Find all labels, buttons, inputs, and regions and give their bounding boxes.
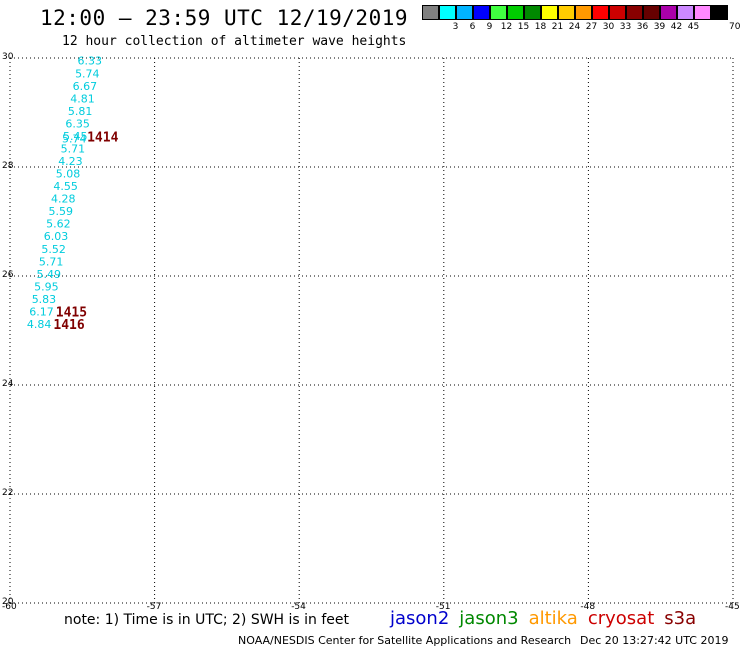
x-tick-label: -57: [146, 602, 162, 612]
swh-value-label: 5.74: [62, 133, 87, 146]
swh-value-label: 5.52: [41, 243, 66, 256]
track-id-label: 1414: [87, 130, 118, 145]
legend-swatch-label: 36: [636, 22, 649, 32]
legend-unit-label: 70 (ft): [729, 22, 740, 32]
satellite-name: jason2: [390, 608, 450, 629]
swh-value-label: 5.45: [63, 130, 88, 143]
x-tick-label: -45: [725, 602, 740, 612]
legend-swatch: [711, 5, 728, 20]
legend-swatch-label: 27: [585, 22, 598, 32]
swh-value-label: 4.84: [27, 318, 52, 331]
x-tick-label: -54: [291, 602, 306, 612]
y-tick-label: 30: [2, 52, 14, 62]
legend-swatch: [694, 5, 711, 20]
y-tick-label: 26: [2, 270, 14, 280]
swh-value-label: 6.03: [44, 230, 69, 243]
swh-value-label: 5.08: [56, 168, 81, 181]
swh-value-label: 5.81: [68, 105, 93, 118]
x-tick-label: -60: [2, 602, 17, 612]
swh-value-label: 4.23: [58, 155, 82, 168]
legend-swatch: [592, 5, 609, 20]
legend-swatch: [541, 5, 558, 20]
legend-swatch-label: 15: [517, 22, 530, 32]
map-svg: 6.335.746.674.815.816.355.455.745.714.23…: [9, 55, 734, 604]
legend-swatch-label: 33: [619, 22, 632, 32]
legend-swatch: [422, 5, 439, 20]
page-title: 12:00 — 23:59 UTC 12/19/2019: [40, 6, 409, 30]
swh-value-label: 4.55: [53, 180, 78, 193]
satellite-name: altika: [528, 608, 578, 629]
legend-swatch-label: 21: [551, 22, 564, 32]
footer-timestamp: Dec 20 13:27:42 UTC 2019: [580, 634, 729, 647]
legend-swatch-label: 18: [534, 22, 547, 32]
legend-swatch: [490, 5, 507, 20]
footer-credit: NOAA/NESDIS Center for Satellite Applica…: [238, 634, 572, 647]
track-id-label: 1416: [53, 318, 84, 333]
y-tick-label: 20: [2, 597, 14, 607]
legend-swatch-label: 9: [486, 22, 493, 32]
swh-value-label: 5.74: [75, 67, 100, 80]
y-tick-label: 28: [2, 161, 14, 171]
legend-swatch: [558, 5, 575, 20]
legend-swatch: [575, 5, 592, 20]
swh-value-label: 5.71: [39, 255, 64, 268]
legend-swatch-label: 42: [670, 22, 683, 32]
legend-swatch: [507, 5, 524, 20]
swh-value-label: 6.33: [77, 55, 102, 68]
legend-swatch-label: 39: [653, 22, 666, 32]
y-tick-label: 22: [2, 488, 14, 498]
legend-swatch: [439, 5, 456, 20]
legend-swatch: [643, 5, 660, 20]
legend-swatch-label: 3: [452, 22, 459, 32]
track-id-label: 1415: [56, 305, 87, 320]
legend-swatch: [473, 5, 490, 20]
swh-value-label: 5.71: [61, 142, 86, 155]
x-tick-label: -51: [435, 602, 451, 612]
satellite-legend: jason2 jason3 altika cryosat s3a: [390, 608, 706, 629]
swh-value-label: 5.95: [34, 280, 59, 293]
swh-value-label: 6.67: [73, 80, 98, 93]
legend-swatch: [609, 5, 626, 20]
legend-swatch: [524, 5, 541, 20]
swh-value-label: 4.28: [51, 193, 76, 206]
satellite-name: jason3: [459, 608, 519, 629]
legend-swatch: [626, 5, 643, 20]
satellite-name: cryosat: [587, 608, 655, 629]
swh-value-label: 5.49: [37, 268, 62, 281]
swh-value-label: 5.83: [32, 293, 57, 306]
y-tick-label: 24: [2, 379, 14, 389]
swh-value-label: 5.59: [49, 205, 73, 218]
legend-swatch: [660, 5, 677, 20]
legend-swatch-label: 12: [500, 22, 513, 32]
legend-swatch-label: 24: [568, 22, 581, 32]
satellite-name: s3a: [664, 608, 697, 629]
legend-swatch: [677, 5, 694, 20]
x-tick-label: -48: [580, 602, 596, 612]
swh-value-label: 5.62: [46, 218, 71, 231]
swh-value-label: 6.17: [29, 305, 53, 318]
legend-swatch-label: 6: [469, 22, 476, 32]
legend-swatch-label: 30: [602, 22, 615, 32]
map-plot-area: 6.33 5.74 6.67 4.81 5.81 6.35 5.45 5.74 5.71 4.23…: [9, 55, 734, 604]
legend-swatch: [456, 5, 473, 20]
page-subtitle: 12 hour collection of altimeter wave hei…: [62, 34, 407, 49]
swh-value-label: 6.35: [65, 117, 90, 130]
swh-value-label: 4.81: [70, 92, 95, 105]
legend-swatch-label: 45: [687, 22, 700, 32]
footer-note: note: 1) Time is in UTC; 2) SWH is in fe…: [64, 612, 350, 628]
